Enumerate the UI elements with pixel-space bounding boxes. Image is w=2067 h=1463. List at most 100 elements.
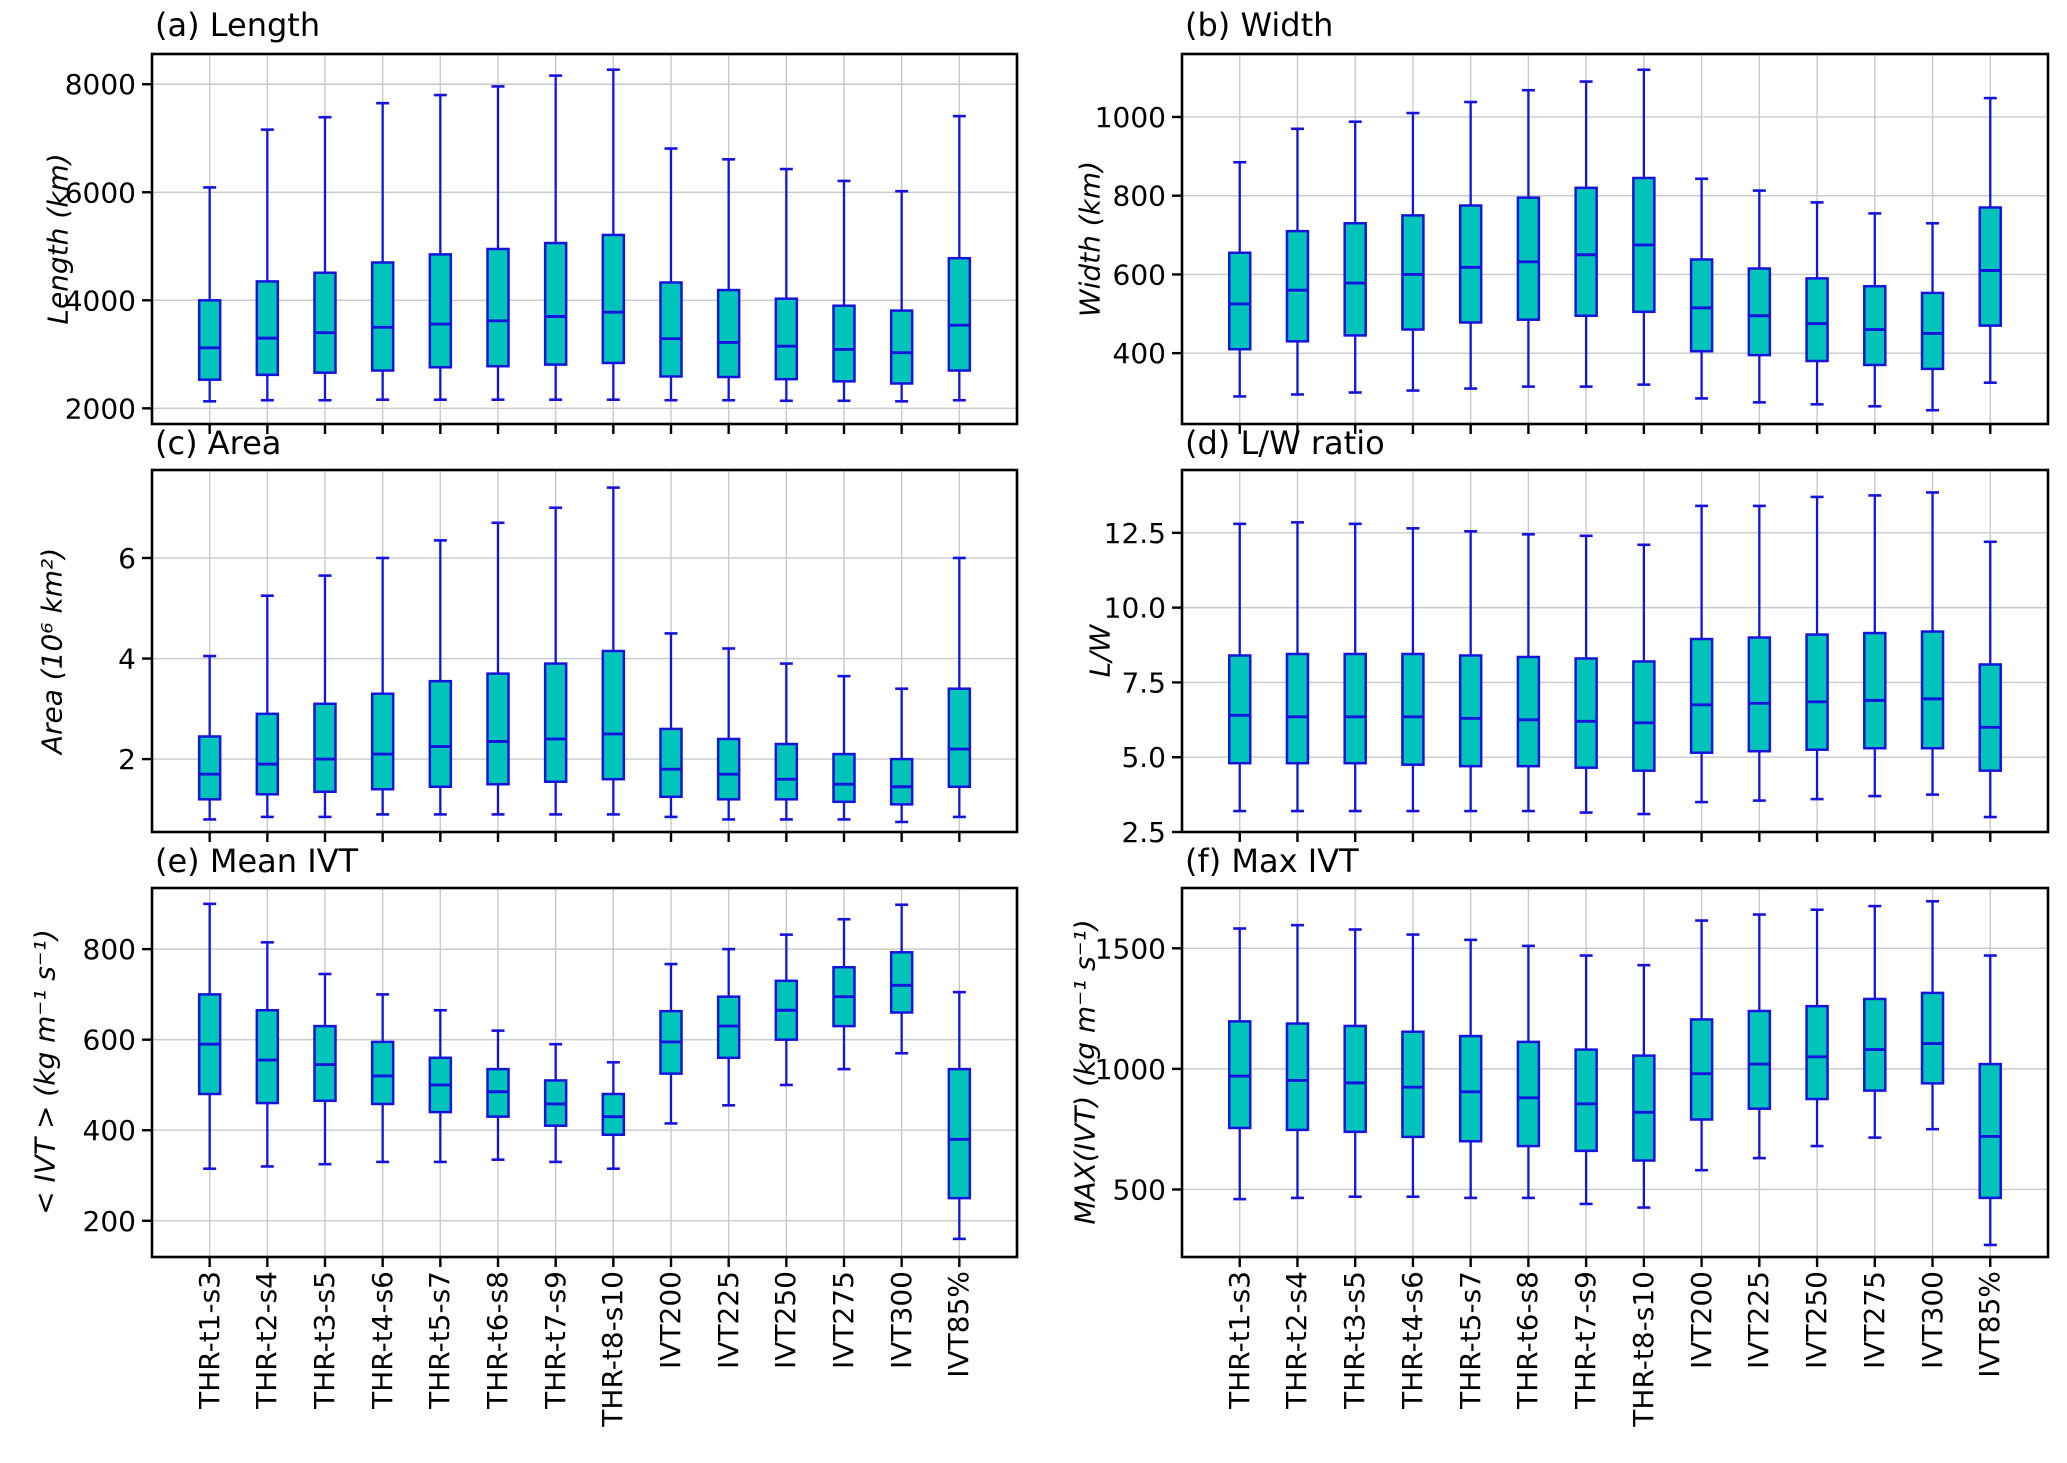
box-f-IVT300 — [1920, 899, 1945, 1131]
panel-f-title: (f) Max IVT — [1185, 842, 1359, 880]
iqr-box — [832, 304, 856, 383]
box-a-THR-t1-s3 — [197, 186, 222, 403]
x-tick-label-e-IVT85%: IVT85% — [942, 1271, 976, 1378]
iqr-box — [313, 271, 337, 374]
boxplot-canvas-c: 2 4 6 — [118, 468, 1019, 842]
box-f-THR-t1-s3 — [1227, 927, 1252, 1201]
iqr-box — [1516, 196, 1541, 321]
iqr-box — [1227, 654, 1252, 765]
boxplot-canvas-f: 500 1000 1500 — [1095, 886, 2050, 1267]
box-c-IVT275 — [832, 674, 856, 821]
iqr-box — [947, 256, 972, 372]
x-tick-label-e-THR-t6-s8: THR-t6-s8 — [481, 1271, 514, 1409]
x-tick-label-e-THR-t5-s7: THR-t5-s7 — [423, 1271, 457, 1409]
box-a-IVT250 — [774, 167, 799, 403]
x-tick-label-e-THR-t4-s6: THR-t4-s6 — [365, 1271, 399, 1409]
panel-e-ylabel: < IVT > (kg m⁻¹ s⁻¹) — [28, 929, 62, 1215]
box-d-IVT225 — [1747, 504, 1772, 802]
box-e-IVT300 — [889, 903, 914, 1055]
box-e-THR-t1-s3 — [197, 902, 222, 1171]
box-d-THR-t5-s7 — [1458, 530, 1483, 813]
box-d-IVT200 — [1689, 504, 1714, 804]
x-tick-label-e-IVT225: IVT225 — [711, 1271, 745, 1369]
box-a-IVT200 — [659, 147, 683, 402]
box-a-THR-t4-s6 — [370, 101, 395, 401]
box-d-THR-t6-s8 — [1516, 533, 1541, 813]
iqr-box — [1920, 991, 1945, 1085]
box-e-IVT250 — [774, 933, 799, 1087]
iqr-box — [370, 261, 395, 372]
boxplot-canvas-a: 2000 4000 6000 8000 — [65, 52, 1019, 434]
panel-a-plot-area: 2000 4000 6000 8000 — [65, 52, 1019, 434]
iqr-box — [1401, 214, 1425, 331]
y-tick-label: 800 — [1113, 180, 1166, 213]
iqr-box — [1285, 652, 1310, 765]
iqr-box — [1805, 277, 1829, 363]
axes-spines — [150, 468, 1019, 834]
box-e-THR-t6-s8 — [486, 1029, 510, 1161]
iqr-box — [1401, 652, 1425, 766]
panel-b-plot-area: 400 600 800 1000 — [1095, 52, 2050, 434]
boxplot-canvas-d: 2.5 5.0 7.5 10.0 12.5 — [1104, 468, 2050, 849]
x-tick-label-e-THR-t2-s4: THR-t2-s4 — [250, 1271, 284, 1409]
y-tick-label: 2.5 — [1121, 816, 1166, 849]
iqr-box — [1285, 1022, 1310, 1132]
box-c-THR-t8-s10 — [601, 486, 626, 816]
iqr-box — [255, 712, 280, 796]
y-tick-label: 5.0 — [1121, 741, 1166, 774]
box-d-IVT300 — [1920, 491, 1945, 796]
box-f-IVT275 — [1863, 904, 1887, 1139]
box-b-THR-t7-s9 — [1574, 80, 1598, 388]
box-b-THR-t2-s4 — [1285, 127, 1310, 396]
x-tick-label-e-IVT250: IVT250 — [769, 1271, 803, 1369]
box-c-THR-t6-s8 — [486, 521, 510, 816]
box-e-IVT200 — [659, 962, 683, 1125]
x-tick-label-f-THR-t3-s5: THR-t3-s5 — [1338, 1271, 1372, 1409]
box-a-IVT275 — [832, 179, 856, 403]
box-b-THR-t8-s10 — [1632, 68, 1656, 386]
x-tick-label-f-THR-t1-s3: THR-t1-s3 — [1222, 1271, 1256, 1409]
box-c-THR-t2-s4 — [255, 594, 280, 819]
boxplot-canvas-b: 400 600 800 1000 — [1095, 52, 2050, 434]
iqr-box — [601, 649, 626, 781]
iqr-box — [1632, 660, 1656, 772]
box-b-THR-t4-s6 — [1401, 111, 1425, 392]
x-tick-label-e-IVT275: IVT275 — [827, 1271, 860, 1369]
y-tick-label: 6000 — [65, 176, 136, 209]
y-tick-label: 1500 — [1095, 932, 1166, 965]
box-a-IVT300 — [889, 189, 914, 403]
panel-d-ylabel: L/W — [1083, 624, 1117, 678]
y-tick-label: 600 — [1113, 258, 1166, 291]
x-tick-label-f-THR-t7-s9: THR-t7-s9 — [1569, 1271, 1603, 1409]
iqr-box — [601, 233, 626, 365]
iqr-box — [1343, 652, 1367, 765]
box-a-IVT225 — [716, 158, 741, 402]
box-f-THR-t6-s8 — [1516, 944, 1541, 1200]
y-tick-label: 10.0 — [1104, 592, 1166, 625]
box-d-THR-t1-s3 — [1227, 522, 1252, 813]
iqr-box — [1516, 655, 1541, 768]
box-e-THR-t3-s5 — [313, 972, 337, 1166]
iqr-box — [947, 1067, 972, 1200]
box-f-THR-t7-s9 — [1574, 954, 1598, 1206]
panel-d-title: (d) L/W ratio — [1185, 424, 1385, 462]
y-tick-label: 600 — [83, 1024, 136, 1057]
iqr-box — [486, 247, 510, 368]
box-c-THR-t3-s5 — [313, 574, 337, 819]
iqr-box — [1689, 637, 1714, 754]
box-a-IVT85% — [947, 114, 972, 402]
iqr-box — [1343, 1024, 1367, 1134]
iqr-box — [428, 253, 453, 369]
iqr-box — [1978, 206, 2003, 327]
iqr-box — [1632, 1054, 1656, 1162]
panel-e-plot-area: 200 400 600 800 — [83, 886, 1019, 1267]
box-c-THR-t5-s7 — [428, 539, 453, 816]
box-f-THR-t3-s5 — [1343, 928, 1367, 1199]
box-a-THR-t6-s8 — [486, 85, 510, 401]
box-b-THR-t6-s8 — [1516, 88, 1541, 388]
box-f-IVT200 — [1689, 919, 1714, 1172]
axes-spines — [1180, 468, 2050, 834]
iqr-box — [197, 735, 222, 801]
box-b-IVT200 — [1689, 177, 1714, 400]
